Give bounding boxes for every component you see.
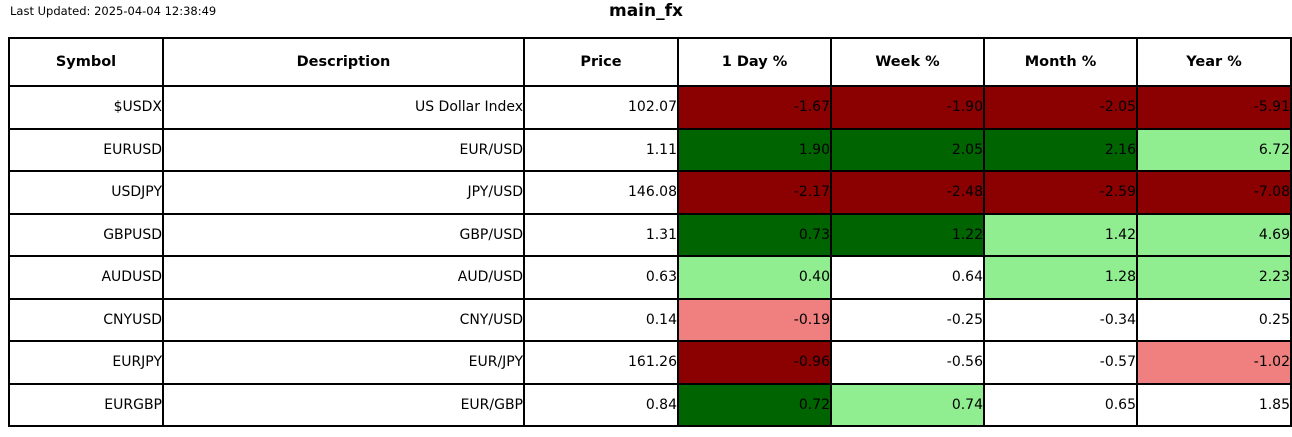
- pct-year-cell: -1.02: [1136, 340, 1292, 385]
- pct-week-cell: 0.74: [830, 382, 985, 427]
- description-cell: GBP/USD: [162, 212, 525, 257]
- pct-year-cell: 2.23: [1136, 255, 1292, 300]
- col-header-description: Description: [162, 37, 525, 87]
- pct-1day-cell: 0.40: [677, 255, 832, 300]
- pct-week-cell: 1.22: [830, 212, 985, 257]
- table-row: EURUSD EUR/USD 1.11 1.90 2.05 2.16 6.72: [8, 127, 1292, 172]
- symbol-cell: EURUSD: [8, 127, 164, 172]
- pct-1day-cell: 1.90: [677, 127, 832, 172]
- price-cell: 0.14: [523, 297, 679, 342]
- description-cell: CNY/USD: [162, 297, 525, 342]
- pct-year-cell: 4.69: [1136, 212, 1292, 257]
- pct-week-cell: -0.56: [830, 340, 985, 385]
- symbol-cell: CNYUSD: [8, 297, 164, 342]
- table-row: USDJPY JPY/USD 146.08 -2.17 -2.48 -2.59 …: [8, 170, 1292, 215]
- pct-week-cell: -0.25: [830, 297, 985, 342]
- symbol-cell: AUDUSD: [8, 255, 164, 300]
- pct-month-cell: 0.65: [983, 382, 1138, 427]
- col-header-1day: 1 Day %: [677, 37, 832, 87]
- price-cell: 1.31: [523, 212, 679, 257]
- col-header-week: Week %: [830, 37, 985, 87]
- pct-year-cell: 1.85: [1136, 382, 1292, 427]
- pct-month-cell: -0.34: [983, 297, 1138, 342]
- price-cell: 102.07: [523, 85, 679, 130]
- description-cell: EUR/JPY: [162, 340, 525, 385]
- pct-1day-cell: -0.96: [677, 340, 832, 385]
- pct-week-cell: -1.90: [830, 85, 985, 130]
- pct-week-cell: 2.05: [830, 127, 985, 172]
- pct-month-cell: -2.05: [983, 85, 1138, 130]
- fx-table: Symbol Description Price 1 Day % Week % …: [8, 37, 1292, 427]
- price-cell: 0.84: [523, 382, 679, 427]
- price-cell: 0.63: [523, 255, 679, 300]
- symbol-cell: EURJPY: [8, 340, 164, 385]
- symbol-cell: GBPUSD: [8, 212, 164, 257]
- table-row: CNYUSD CNY/USD 0.14 -0.19 -0.25 -0.34 0.…: [8, 297, 1292, 342]
- table-row: GBPUSD GBP/USD 1.31 0.73 1.22 1.42 4.69: [8, 212, 1292, 257]
- pct-week-cell: 0.64: [830, 255, 985, 300]
- symbol-cell: EURGBP: [8, 382, 164, 427]
- description-cell: EUR/GBP: [162, 382, 525, 427]
- price-cell: 146.08: [523, 170, 679, 215]
- description-cell: AUD/USD: [162, 255, 525, 300]
- pct-month-cell: -2.59: [983, 170, 1138, 215]
- price-cell: 1.11: [523, 127, 679, 172]
- table-row: AUDUSD AUD/USD 0.63 0.40 0.64 1.28 2.23: [8, 255, 1292, 300]
- pct-year-cell: 6.72: [1136, 127, 1292, 172]
- page-title: main_fx: [609, 1, 683, 21]
- pct-week-cell: -2.48: [830, 170, 985, 215]
- col-header-year: Year %: [1136, 37, 1292, 87]
- pct-month-cell: 1.28: [983, 255, 1138, 300]
- description-cell: US Dollar Index: [162, 85, 525, 130]
- table-row: $USDX US Dollar Index 102.07 -1.67 -1.90…: [8, 85, 1292, 130]
- col-header-price: Price: [523, 37, 679, 87]
- symbol-cell: USDJPY: [8, 170, 164, 215]
- pct-1day-cell: -1.67: [677, 85, 832, 130]
- col-header-month: Month %: [983, 37, 1138, 87]
- description-cell: EUR/USD: [162, 127, 525, 172]
- col-header-symbol: Symbol: [8, 37, 164, 87]
- price-cell: 161.26: [523, 340, 679, 385]
- pct-year-cell: 0.25: [1136, 297, 1292, 342]
- symbol-cell: $USDX: [8, 85, 164, 130]
- pct-1day-cell: -2.17: [677, 170, 832, 215]
- pct-1day-cell: -0.19: [677, 297, 832, 342]
- pct-month-cell: -0.57: [983, 340, 1138, 385]
- description-cell: JPY/USD: [162, 170, 525, 215]
- pct-year-cell: -7.08: [1136, 170, 1292, 215]
- last-updated-text: Last Updated: 2025-04-04 12:38:49: [10, 4, 217, 18]
- pct-year-cell: -5.91: [1136, 85, 1292, 130]
- table-row: EURJPY EUR/JPY 161.26 -0.96 -0.56 -0.57 …: [8, 340, 1292, 385]
- table-header-row: Symbol Description Price 1 Day % Week % …: [8, 37, 1292, 87]
- pct-month-cell: 1.42: [983, 212, 1138, 257]
- pct-1day-cell: 0.72: [677, 382, 832, 427]
- pct-1day-cell: 0.73: [677, 212, 832, 257]
- pct-month-cell: 2.16: [983, 127, 1138, 172]
- table-row: EURGBP EUR/GBP 0.84 0.72 0.74 0.65 1.85: [8, 382, 1292, 427]
